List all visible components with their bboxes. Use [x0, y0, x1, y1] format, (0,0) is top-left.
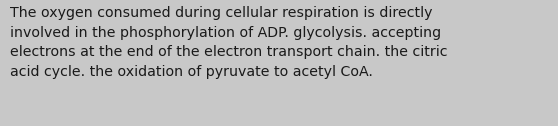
Text: The oxygen consumed during cellular respiration is directly
involved in the phos: The oxygen consumed during cellular resp…: [10, 6, 448, 79]
